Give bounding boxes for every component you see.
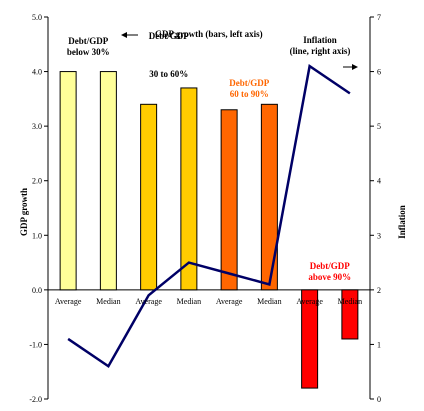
line-axis-note-line2: (line, right axis) bbox=[290, 46, 351, 56]
y2-tick-label: 0 bbox=[377, 395, 381, 404]
bar bbox=[99, 71, 117, 291]
category-label: Median bbox=[177, 297, 201, 306]
y2-axis-label: Inflation bbox=[397, 205, 407, 239]
y-tick-label: -2.0 bbox=[29, 395, 42, 404]
inflation-line bbox=[67, 64, 351, 369]
bar bbox=[220, 109, 238, 291]
group-label: Debt/GDP bbox=[149, 31, 189, 41]
group-label: Debt/GDP bbox=[310, 261, 350, 271]
category-label: Average bbox=[135, 297, 162, 306]
bar bbox=[140, 103, 158, 291]
bar bbox=[59, 71, 77, 291]
group-label: below 30% bbox=[67, 47, 110, 57]
group-label: 60 to 90% bbox=[230, 89, 269, 99]
group-label: 30 to 60% bbox=[149, 69, 188, 79]
y-tick-label: 2.0 bbox=[32, 177, 42, 186]
left-arrow-icon bbox=[121, 32, 138, 38]
y2-tick-label: 2 bbox=[377, 286, 381, 295]
y2-tick-label: 7 bbox=[377, 13, 381, 22]
bar bbox=[301, 289, 319, 389]
y-axis-label: GDP growth bbox=[19, 188, 29, 236]
y-tick-label: 4.0 bbox=[32, 68, 42, 77]
y-tick-label: 0.0 bbox=[32, 286, 42, 295]
right-arrow-icon bbox=[343, 64, 358, 70]
category-label: Average bbox=[55, 297, 82, 306]
y2-tick-label: 1 bbox=[377, 340, 381, 349]
y2-tick-label: 3 bbox=[377, 231, 381, 240]
y2-tick-label: 5 bbox=[377, 122, 381, 131]
y-tick-label: 1.0 bbox=[32, 231, 42, 240]
bar bbox=[260, 103, 278, 291]
category-label: Average bbox=[216, 297, 243, 306]
y2-tick-label: 4 bbox=[377, 177, 381, 186]
bar bbox=[341, 289, 359, 340]
category-label: Median bbox=[257, 297, 281, 306]
group-label: Debt/GDP bbox=[68, 36, 108, 46]
y-tick-label: 3.0 bbox=[32, 122, 42, 131]
category-label: Median bbox=[338, 297, 362, 306]
bar bbox=[180, 87, 198, 291]
line-axis-note-line1: Inflation bbox=[303, 35, 337, 45]
y-tick-label: -1.0 bbox=[29, 340, 42, 349]
group-label: above 90% bbox=[308, 272, 351, 282]
group-label: Debt/GDP bbox=[229, 78, 269, 88]
bar-axis-note: GDP growth (bars, left axis) bbox=[155, 29, 263, 39]
category-label: Median bbox=[96, 297, 120, 306]
y-tick-label: 5.0 bbox=[32, 13, 42, 22]
category-label: Average bbox=[296, 297, 323, 306]
y2-tick-label: 6 bbox=[377, 68, 381, 77]
